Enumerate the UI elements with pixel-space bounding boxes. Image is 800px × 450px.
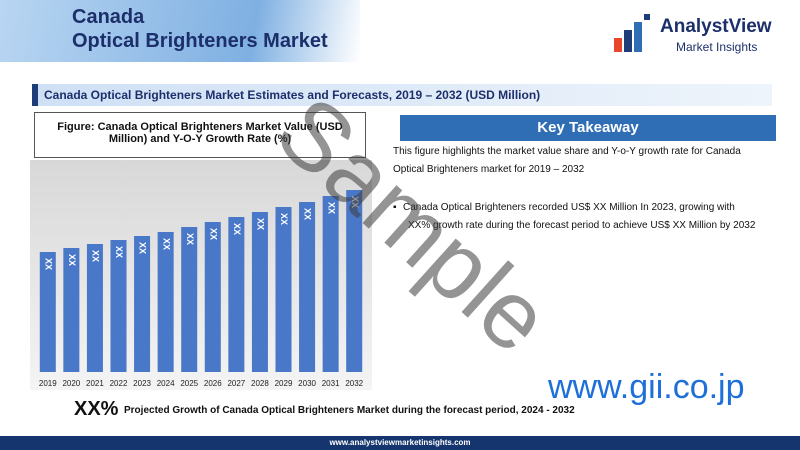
x-tick-label: 2025 [180, 379, 198, 388]
takeaway-bullet: Canada Optical Brighteners recorded US$ … [403, 202, 735, 213]
data-label: XX [350, 196, 360, 208]
logo-name: AnalystView [660, 16, 772, 37]
x-tick-label: 2031 [322, 379, 340, 388]
data-label: XX [326, 202, 336, 214]
data-label: XX [232, 223, 242, 235]
data-label: XX [161, 238, 171, 250]
source-mark: www.gii.co.jp [548, 368, 745, 406]
figure-title: Figure: Canada Optical Brighteners Marke… [34, 112, 366, 158]
x-tick-label: 2028 [251, 379, 269, 388]
bar [251, 212, 268, 372]
x-tick-label: 2024 [157, 379, 175, 388]
takeaway-text: This figure highlights the market value … [393, 146, 741, 157]
header-title: Optical Brighteners Market [72, 30, 328, 52]
header-title: Canada [72, 6, 145, 28]
x-tick-label: 2030 [298, 379, 316, 388]
bar [110, 240, 127, 372]
bar [346, 190, 363, 372]
data-label: XX [91, 250, 101, 262]
data-label: XX [43, 258, 53, 270]
x-tick-label: 2032 [345, 379, 363, 388]
data-label: XX [138, 242, 148, 254]
chart: XX 2019 XX 2020 XX 2021 XX 2022 XX 2023 XX 2024 XX 20… [30, 160, 372, 390]
logo-tagline: Market Insights [676, 40, 758, 54]
x-tick-label: 2019 [39, 379, 57, 388]
x-tick-label: 2029 [275, 379, 293, 388]
x-tick-label: 2027 [227, 379, 245, 388]
bar [275, 207, 292, 372]
footer: www.analystviewmarketinsights.com [0, 436, 800, 450]
takeaway-text: Optical Brighteners market for 2019 – 20… [393, 164, 585, 175]
takeaway-bullet: XX% growth rate during the forecast peri… [408, 220, 756, 231]
growth-text: Projected Growth of Canada Optical Brigh… [124, 405, 575, 416]
bar [63, 248, 80, 372]
bar [181, 227, 198, 372]
bar [157, 232, 174, 372]
x-tick-label: 2021 [86, 379, 104, 388]
data-label: XX [185, 233, 195, 245]
bar [228, 217, 245, 372]
bullet-dot: ▪ [393, 202, 397, 213]
x-tick-label: 2020 [62, 379, 80, 388]
bar [86, 244, 103, 372]
section-title: Canada Optical Brighteners Market Estima… [32, 84, 772, 106]
data-label: XX [208, 228, 218, 240]
data-label: XX [256, 218, 266, 230]
bar [134, 236, 151, 372]
data-label: XX [67, 254, 77, 266]
data-label: XX [114, 246, 124, 258]
logo-icon [614, 14, 650, 52]
bar [39, 252, 56, 372]
bar [322, 196, 339, 372]
growth-value: XX% [74, 398, 119, 420]
data-label: XX [279, 213, 289, 225]
x-tick-label: 2022 [110, 379, 128, 388]
x-tick-label: 2026 [204, 379, 222, 388]
data-label: XX [303, 208, 313, 220]
header-banner [0, 0, 360, 62]
takeaway-heading: Key Takeaway [400, 115, 776, 141]
bar [204, 222, 221, 372]
bar [299, 202, 316, 372]
x-tick-label: 2023 [133, 379, 151, 388]
